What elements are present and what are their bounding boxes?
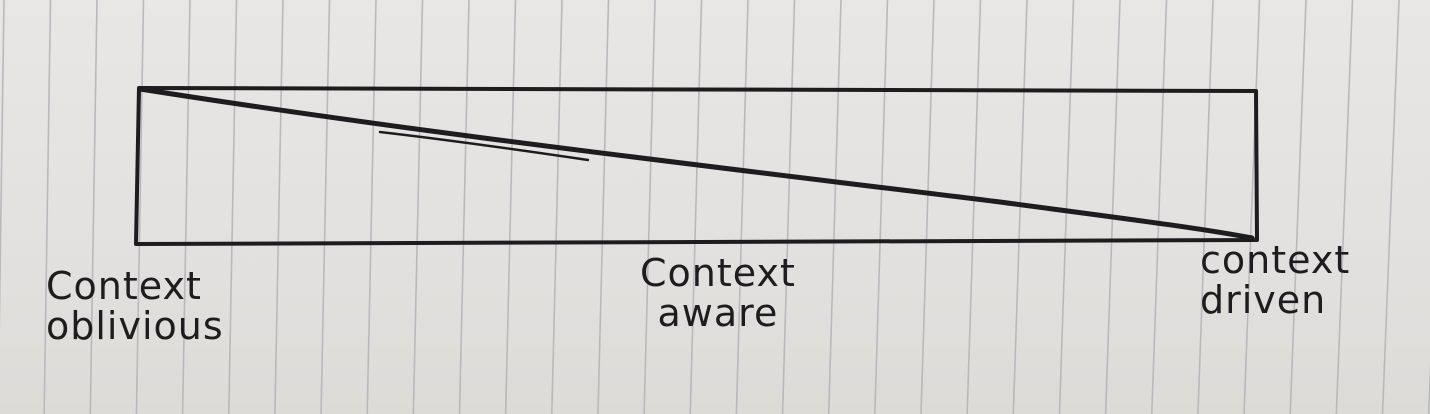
notebook-rule-line (966, 0, 982, 414)
notebook-rule-line (135, 0, 145, 414)
notebook-rule-line (735, 0, 749, 414)
label-context-aware: Context aware (640, 253, 796, 333)
notebook-rule-line (643, 0, 656, 414)
notebook-rule-line (320, 0, 331, 414)
label-context-driven: context driven (1200, 240, 1350, 320)
notebook-rule-line (274, 0, 284, 414)
notebook-rule-line (1104, 0, 1121, 414)
label-right-line1: context (1200, 238, 1351, 282)
notebook-rule-line (1197, 0, 1214, 414)
notebook-rule-line (920, 0, 935, 414)
context-wedge-overstroke (378, 130, 590, 162)
notebook-rule-line (1058, 0, 1075, 414)
label-left-line2: oblivious (46, 304, 224, 348)
notebook-rule-line (1335, 0, 1354, 414)
notebook-rule-line (551, 0, 563, 414)
label-left-line1: Context (46, 264, 202, 308)
label-middle-line1: Context (640, 251, 796, 295)
spectrum-box (134, 86, 1259, 246)
notebook-rule-line (0, 0, 5, 332)
notebook-rule-line (227, 0, 238, 414)
notebook-rule-line (458, 0, 470, 414)
notebook-rule-line (412, 0, 424, 414)
notebook-rule-line (874, 0, 889, 414)
notebook-rule-line (43, 0, 52, 414)
notebook-rule-line (781, 0, 796, 414)
label-right-line2: driven (1200, 278, 1327, 322)
notebook-rule-line (504, 0, 517, 414)
notebook-rule-line (689, 0, 703, 414)
notebook-rule-line (1289, 0, 1307, 414)
notebook-rule-line (1150, 0, 1168, 414)
notebook-rule-line (366, 0, 377, 414)
context-wedge-diagonal (137, 86, 1255, 241)
notebook-rule-line (597, 0, 610, 414)
notebook-rule-line (1243, 0, 1261, 414)
label-middle-line2: aware (657, 291, 779, 335)
notebook-rule-line (181, 0, 191, 414)
notebook-rule-line (1381, 0, 1400, 414)
label-context-oblivious: Context oblivious (46, 266, 224, 346)
notebook-rule-line (827, 0, 842, 414)
notebook-rule-line (89, 0, 98, 414)
